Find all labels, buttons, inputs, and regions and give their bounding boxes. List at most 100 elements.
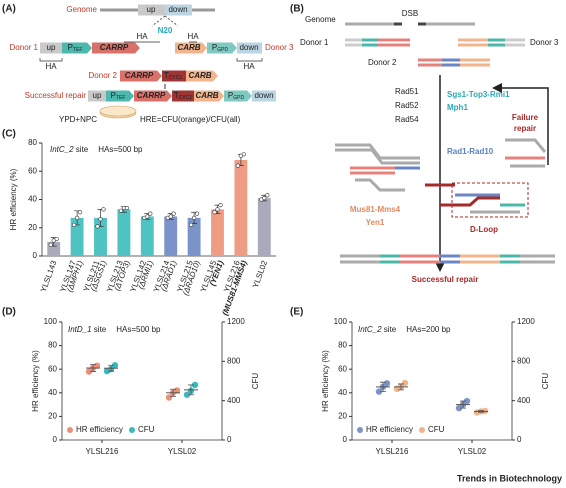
diagram-a	[39, 8, 263, 119]
arrow	[500, 87, 549, 165]
y-tick-label: 60	[28, 166, 37, 175]
label-main: T	[164, 71, 169, 80]
x-tick-label: YLSL02	[458, 447, 487, 456]
y2-tick-label: 800	[517, 356, 531, 365]
segment	[175, 42, 207, 54]
annotation: IntD_1 site HAs=500 bp	[68, 325, 161, 334]
annotation-site: IntC_2	[50, 145, 74, 154]
repaired-strand	[340, 254, 555, 264]
annotation: IntC_2 site HAs=200 bp	[358, 325, 451, 334]
label: up	[147, 5, 156, 14]
y-axis-label: HR efficiency (%)	[31, 350, 40, 412]
segment	[40, 42, 62, 54]
segment	[62, 42, 92, 54]
footer: Trends in Biotechnology	[457, 473, 562, 483]
legend-swatch	[357, 427, 363, 433]
panel-label: (E)	[290, 307, 303, 318]
data-point	[77, 210, 83, 215]
segment	[186, 70, 218, 82]
data-point	[241, 152, 246, 157]
data-point	[463, 397, 471, 405]
y2-tick-label: 400	[227, 396, 241, 405]
data-point	[191, 381, 199, 389]
label: D-Loop	[470, 225, 498, 234]
label-main: P	[228, 91, 233, 100]
data-point	[98, 217, 103, 222]
data-point	[192, 215, 197, 220]
legend-swatch	[129, 427, 135, 433]
data-point	[124, 205, 129, 211]
data-point	[212, 210, 217, 215]
label: PGPD	[228, 91, 245, 101]
label: CARB	[195, 91, 218, 100]
bar	[257, 198, 271, 256]
failure-structure	[505, 138, 547, 168]
segment	[172, 90, 194, 102]
label-sub: TEF	[116, 95, 125, 101]
label: CARRP	[137, 91, 166, 100]
segment	[207, 42, 237, 54]
label: TCYC1	[164, 71, 182, 81]
data-point	[118, 208, 123, 213]
data-point	[168, 214, 173, 219]
label: Genome	[305, 15, 336, 24]
donor-1	[345, 38, 410, 47]
annotation-site: site	[382, 325, 397, 334]
label: Donor 1	[300, 38, 329, 47]
label: PGPD	[212, 43, 229, 53]
data-point	[95, 224, 100, 229]
data-point	[93, 362, 101, 369]
bar	[234, 159, 248, 256]
label: up	[93, 91, 102, 100]
label: Rad52	[395, 101, 419, 110]
data-point	[74, 215, 80, 220]
axis	[61, 322, 223, 441]
segment	[194, 90, 224, 102]
dash	[151, 15, 166, 27]
data-point	[218, 203, 223, 208]
label: CARB	[177, 43, 200, 52]
y2-axis-label: CFU	[541, 373, 550, 390]
data-point	[195, 211, 200, 216]
donor-2	[418, 58, 490, 67]
data-point	[48, 242, 53, 247]
dloop-box	[451, 182, 529, 218]
data-point	[183, 391, 191, 398]
segment	[138, 4, 165, 16]
label: Successful repair	[412, 275, 479, 284]
y-tick-label: 100	[334, 317, 348, 326]
dash	[164, 15, 179, 27]
label: PTEF	[111, 91, 126, 101]
bar	[140, 216, 154, 256]
donor-3	[458, 38, 525, 47]
y-tick-label: 40	[48, 388, 57, 397]
segment	[224, 90, 252, 102]
data-point	[189, 222, 194, 228]
y2-tick-label: 1200	[227, 317, 245, 326]
label: Sgs1-Top3-Rmi1	[447, 90, 510, 99]
annotation-ha: HAs=200 bp	[406, 325, 451, 334]
label-main: P	[212, 43, 217, 52]
y-tick-label: 60	[338, 364, 347, 373]
annotation-site: site	[74, 145, 89, 154]
label: down	[239, 43, 258, 52]
y-tick-label: 100	[44, 317, 58, 326]
data-point	[235, 163, 240, 168]
arrowhead	[435, 262, 445, 272]
label-sub: CYC1	[169, 75, 183, 81]
label-sub: GPD	[233, 95, 244, 101]
strand-invasion	[335, 143, 420, 192]
label: HA	[243, 62, 255, 71]
label: down	[254, 91, 273, 100]
data-point	[262, 195, 267, 201]
x-tick-label: YLSL216	[376, 447, 409, 456]
legend-label: HR efficiency	[76, 425, 123, 434]
label: up	[47, 43, 56, 52]
label: TCYC1	[174, 91, 192, 101]
bar	[164, 216, 178, 256]
label: Mus81-Mms4	[350, 205, 401, 214]
y-tick-label: 60	[48, 364, 57, 373]
label: HA	[187, 32, 199, 41]
y-tick-label: 20	[48, 412, 57, 421]
